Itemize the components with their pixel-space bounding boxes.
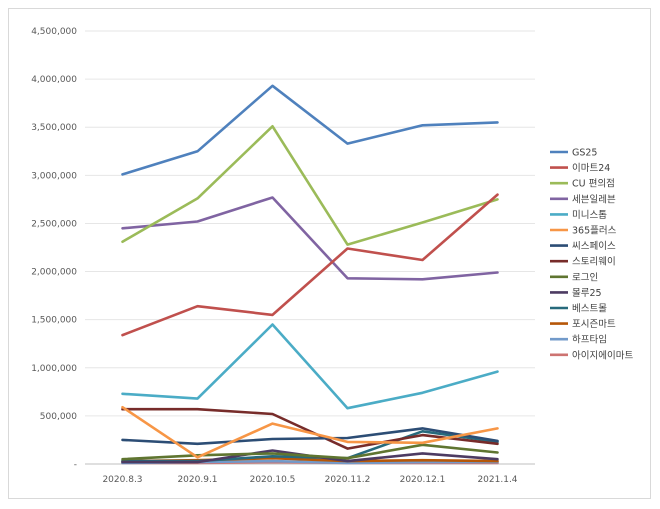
legend-label: 세븐일레븐 <box>572 194 616 205</box>
legend-item: 하프타임 <box>550 334 607 346</box>
y-axis-ticks: - 500,000 1,000,000 1,500,000 2,000,000 2,500… <box>31 27 77 470</box>
series-line <box>121 196 499 281</box>
series-line <box>121 193 499 337</box>
x-tick-label: 2020.11.2 <box>325 475 371 485</box>
legend-label: 미니스톱 <box>572 210 607 221</box>
legend-item: GS25 <box>550 148 597 159</box>
series-line <box>121 125 499 246</box>
series-line <box>121 405 499 459</box>
x-tick-label: 2020.12.1 <box>400 475 446 485</box>
legend-label: 베스트몰 <box>572 304 607 315</box>
legend-item: 이마트24 <box>550 163 610 174</box>
legend-label: GS25 <box>572 148 597 159</box>
legend-item: 몰루25 <box>550 288 602 299</box>
legend-label: 포시즌마트 <box>572 319 616 330</box>
series-line <box>121 323 499 410</box>
y-tick-label: 2,500,000 <box>31 219 77 229</box>
series-line <box>121 407 499 450</box>
y-tick-label: - <box>74 460 77 470</box>
legend-label: 365플러스 <box>572 226 617 237</box>
series-line <box>121 443 499 461</box>
x-tick-label: 2020.8.3 <box>102 475 142 485</box>
legend-item: 로그인 <box>550 272 598 283</box>
legend-item: 포시즌마트 <box>550 319 616 330</box>
x-tick-label: 2020.9.1 <box>177 475 217 485</box>
y-tick-label: 2,000,000 <box>31 268 77 278</box>
y-tick-label: 1,500,000 <box>31 316 77 326</box>
legend-label: 하프타임 <box>572 334 607 346</box>
chart-frame: - 500,000 1,000,000 1,500,000 2,000,000 2,500… <box>8 8 651 499</box>
x-tick-label: 2020.10.5 <box>250 475 296 485</box>
legend-item: 아이지에이마트 <box>550 350 633 361</box>
series-lines <box>121 84 499 465</box>
legend-label: 이마트24 <box>572 163 610 174</box>
y-tick-label: 4,500,000 <box>31 27 77 37</box>
legend-label: 씨스페이스 <box>572 241 616 252</box>
x-tick-label: 2021.1.4 <box>477 475 517 485</box>
line-chart: - 500,000 1,000,000 1,500,000 2,000,000 2,500… <box>31 27 633 485</box>
legend-item: 베스트몰 <box>550 304 607 315</box>
x-axis-ticks: 2020.8.3 2020.9.1 2020.10.5 2020.11.2 2020.1… <box>102 475 517 485</box>
legend-label: 스토리웨이 <box>572 256 616 268</box>
legend-label: 로그인 <box>572 272 598 283</box>
legend-item: 스토리웨이 <box>550 256 616 268</box>
legend-item: 미니스톱 <box>550 210 607 221</box>
legend-item: 365플러스 <box>550 226 617 237</box>
gridlines <box>85 30 535 465</box>
legend-label: 몰루25 <box>572 288 602 299</box>
y-tick-label: 1,000,000 <box>31 364 77 374</box>
legend-item: 씨스페이스 <box>550 241 616 252</box>
legend-label: 아이지에이마트 <box>572 350 633 361</box>
y-tick-label: 4,000,000 <box>31 75 77 85</box>
y-tick-label: 500,000 <box>40 412 77 422</box>
y-tick-label: 3,500,000 <box>31 123 77 133</box>
legend-label: CU 편의점 <box>572 178 615 190</box>
series-line <box>121 84 499 176</box>
legend-item: CU 편의점 <box>550 178 615 190</box>
legend-item: 세븐일레븐 <box>550 194 616 205</box>
series-line <box>121 427 499 446</box>
y-tick-label: 3,000,000 <box>31 171 77 181</box>
